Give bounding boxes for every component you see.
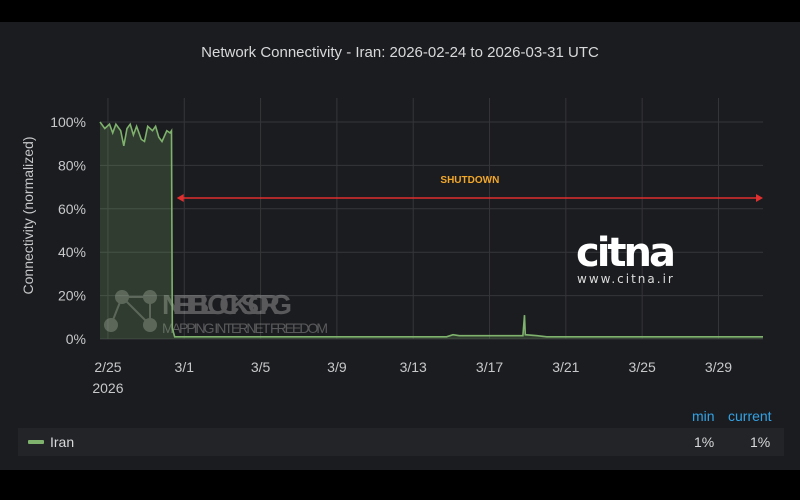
- legend-series-name[interactable]: Iran: [50, 434, 75, 450]
- legend-current-value: 1%: [750, 434, 771, 450]
- x-tick-year: 2026: [92, 380, 123, 396]
- svg-text:NETBLOCKS.ORG: NETBLOCKS.ORG: [162, 289, 292, 320]
- netblocks-watermark: NETBLOCKS.ORG MAPPING INTERNET FREEDOM: [104, 289, 328, 336]
- y-tick-label: 60%: [58, 201, 86, 217]
- chart-title: Network Connectivity - Iran: 2026-02-24 …: [201, 44, 599, 61]
- x-tick-label: 3/25: [629, 359, 656, 375]
- grid: [100, 98, 763, 340]
- x-tick-label: 3/5: [251, 359, 271, 375]
- y-tick-label: 80%: [58, 157, 86, 173]
- svg-text:www.citna.ir: www.citna.ir: [577, 272, 675, 286]
- y-tick-label: 100%: [50, 114, 86, 130]
- x-tick-label: 3/1: [175, 359, 195, 375]
- legend-swatch: [28, 440, 44, 444]
- svg-text:MAPPING INTERNET FREEDOM: MAPPING INTERNET FREEDOM: [162, 320, 328, 336]
- arrow-left-head: [176, 193, 184, 202]
- arrow-right-head: [756, 193, 763, 202]
- legend-min-value: 1%: [694, 434, 715, 450]
- y-axis-label: Connectivity (normalized): [20, 137, 36, 295]
- x-tick-label: 3/9: [327, 359, 347, 375]
- shutdown-label: SHUTDOWN: [440, 175, 499, 186]
- x-tick-label: 3/21: [552, 359, 579, 375]
- x-tick-label: 3/13: [400, 359, 427, 375]
- legend-row[interactable]: Iran 1% 1%: [18, 428, 784, 456]
- legend-header-min[interactable]: min: [692, 408, 715, 424]
- series-area-iran: [100, 122, 763, 339]
- svg-text:citna: citna: [576, 230, 676, 276]
- x-tick-label: 3/29: [705, 359, 732, 375]
- legend-header-current[interactable]: current: [728, 408, 772, 424]
- y-tick-label: 20%: [58, 288, 86, 304]
- x-tick-label: 2/25: [94, 359, 121, 375]
- citna-watermark: citna www.citna.ir: [576, 230, 676, 286]
- series-line-iran: [99, 121, 763, 338]
- x-tick-label: 3/17: [476, 359, 503, 375]
- chart-panel: [0, 22, 800, 470]
- y-tick-label: 40%: [58, 244, 86, 260]
- y-tick-label: 0%: [66, 331, 86, 347]
